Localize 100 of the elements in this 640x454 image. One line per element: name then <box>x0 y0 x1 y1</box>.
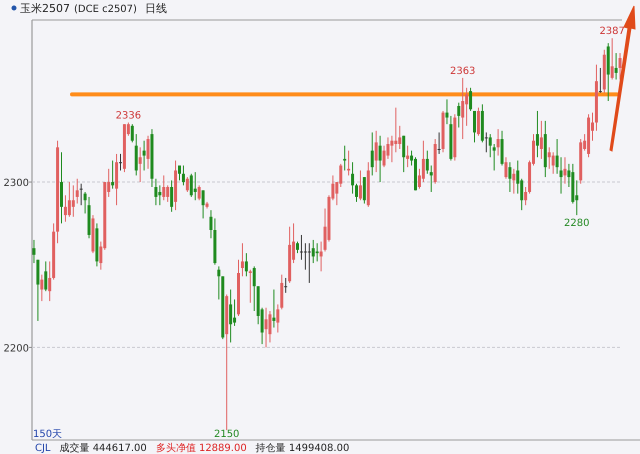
candlestick <box>347 150 350 176</box>
candlestick <box>457 102 460 128</box>
candlestick <box>610 38 614 80</box>
candlestick <box>358 170 362 201</box>
candlestick <box>552 152 555 174</box>
candlestick <box>146 135 150 170</box>
candlestick <box>170 180 174 212</box>
candlestick <box>398 125 402 150</box>
candlestick <box>158 184 162 206</box>
candlestick <box>362 176 366 204</box>
candlestick <box>343 145 346 171</box>
candlestick <box>190 173 193 198</box>
candlestick <box>111 160 114 190</box>
text: 持仓量 1499408.00 <box>256 442 350 454</box>
y-tick-label: 2200 <box>4 343 29 354</box>
candlestick <box>233 298 236 326</box>
candlestick <box>304 242 307 270</box>
candlestick <box>465 87 468 126</box>
candlestick <box>268 310 272 343</box>
candlestick <box>264 307 268 348</box>
candlestick <box>484 132 488 153</box>
candlestick <box>68 182 71 218</box>
candlestick <box>374 130 378 173</box>
annotation: 2336 <box>116 110 142 122</box>
candlestick <box>351 162 354 194</box>
text: 日线 <box>144 2 167 15</box>
candlestick <box>296 241 299 254</box>
candlestick <box>378 135 382 183</box>
candlestick <box>402 135 406 173</box>
candlestick <box>316 242 319 262</box>
candlestick <box>473 110 476 143</box>
annotation: 2150 <box>214 429 240 440</box>
candlestick <box>469 87 472 112</box>
candlestick <box>244 252 248 277</box>
candlestick <box>598 67 602 94</box>
candlestick <box>154 178 158 206</box>
candlestick <box>540 120 543 160</box>
candlestick <box>166 184 170 202</box>
candlestick <box>390 135 394 163</box>
annotation: 2280 <box>564 218 590 230</box>
candlestick <box>64 194 67 222</box>
candlestick <box>40 274 44 302</box>
candlestick <box>556 138 559 174</box>
candlestick <box>524 186 528 206</box>
candlestick <box>248 269 252 304</box>
candlestick <box>198 184 201 201</box>
candlestick <box>492 144 496 171</box>
candlestick <box>186 176 189 192</box>
candlestick <box>209 210 212 239</box>
text: 多头净值 12889.00 <box>156 442 247 454</box>
candlestick <box>560 156 563 194</box>
candlestick <box>84 191 87 214</box>
text: 成交量 444617.00 <box>60 442 147 454</box>
candlestick <box>32 239 36 264</box>
candlestick <box>119 153 122 171</box>
candlestick <box>461 77 464 140</box>
candlestick <box>614 52 618 80</box>
candlestick <box>438 132 441 154</box>
candlestick <box>138 146 142 183</box>
chart-subtitle: (DCE c2507) <box>74 4 138 15</box>
candlestick <box>504 156 508 180</box>
candlestick <box>162 174 166 201</box>
candlestick <box>194 172 197 201</box>
candlestick <box>476 107 480 136</box>
candlestick <box>512 168 516 194</box>
candlestick <box>178 165 181 181</box>
candlestick <box>536 110 539 158</box>
candlestick <box>217 266 220 300</box>
candlestick <box>182 165 185 186</box>
candlestick <box>300 234 303 260</box>
candlestick <box>320 241 323 272</box>
candlestick <box>618 52 622 80</box>
candlestick <box>308 242 311 284</box>
candlestick <box>48 260 52 302</box>
candlestick <box>202 190 205 219</box>
y-tick-label: 2300 <box>4 178 29 190</box>
candlestick <box>272 289 276 328</box>
candlestick <box>496 128 500 156</box>
candlestick <box>355 183 358 202</box>
candlestick <box>508 162 512 192</box>
candlestick <box>44 260 48 292</box>
annotation: 2363 <box>450 66 476 77</box>
candlestick <box>394 107 398 153</box>
candlestick <box>488 134 492 158</box>
text: CJL <box>35 443 51 454</box>
candlestick <box>406 145 410 168</box>
candlestick <box>548 146 551 170</box>
annotation: 150天 <box>33 429 62 440</box>
candlestick <box>240 242 244 277</box>
candlestick <box>445 98 448 125</box>
candlestick <box>80 183 83 206</box>
annotation: 2387 <box>599 26 625 38</box>
candlestick <box>422 140 425 183</box>
candlestick <box>284 277 288 294</box>
chart-title: 玉米2507 <box>20 2 70 15</box>
candlestick <box>229 289 232 343</box>
candlestick <box>382 145 386 168</box>
candlestick <box>370 132 374 176</box>
candlestick <box>252 266 256 312</box>
candlestick <box>563 156 566 184</box>
